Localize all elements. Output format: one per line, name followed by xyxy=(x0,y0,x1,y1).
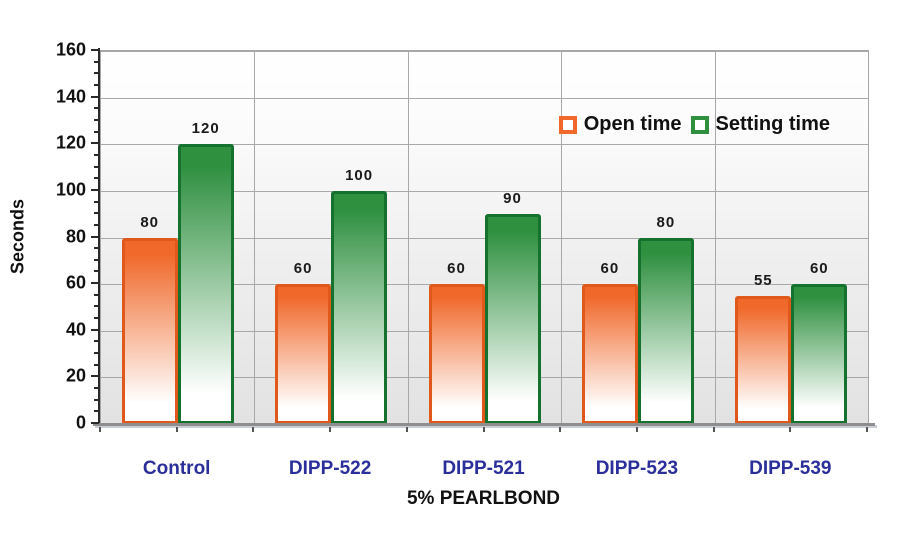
x-tick xyxy=(559,427,562,432)
bar-setting-time-dipp-521 xyxy=(484,214,541,424)
x-tick xyxy=(482,427,485,432)
y-minor-tick xyxy=(94,165,99,168)
y-minor-tick xyxy=(94,177,99,180)
category-label-dipp-523: DIPP-523 xyxy=(595,458,679,479)
legend-label-open-time: Open time xyxy=(583,113,682,135)
bar-open-time-dipp-539 xyxy=(735,295,792,424)
y-minor-tick xyxy=(94,258,99,261)
x-tick xyxy=(866,427,868,432)
y-minor-tick xyxy=(94,305,99,308)
bar-setting-time-control xyxy=(177,144,234,424)
x-tick xyxy=(175,427,178,432)
y-minor-tick xyxy=(94,212,99,215)
bar-value-label: 90 xyxy=(503,190,522,208)
bar-value-label: 55 xyxy=(753,271,773,289)
plot-area: Open time Setting time 80 120 60 100 60 90 60 8… xyxy=(100,50,869,425)
y-minor-tick xyxy=(94,72,99,75)
category-divider xyxy=(714,51,716,424)
setting-time-swatch-icon xyxy=(690,115,709,134)
x-tick xyxy=(405,427,408,432)
bar-open-time-dipp-522 xyxy=(275,284,332,424)
category-divider xyxy=(407,51,409,424)
y-major-tick xyxy=(91,375,99,378)
y-tick-label: 20 xyxy=(65,365,86,386)
legend-item-open-time: Open time xyxy=(558,113,682,136)
y-minor-tick xyxy=(94,317,99,320)
legend-label-setting-time: Setting time xyxy=(715,113,830,135)
y-minor-tick xyxy=(94,60,99,63)
bar-value-label: 60 xyxy=(600,260,620,278)
y-major-tick xyxy=(91,235,99,238)
y-tick-label: 160 xyxy=(55,39,86,60)
y-minor-tick xyxy=(94,247,99,250)
bar-value-label: 60 xyxy=(447,260,466,278)
bar-open-time-dipp-521 xyxy=(428,284,485,424)
x-tick xyxy=(329,427,332,432)
y-tick-label: 100 xyxy=(55,179,86,200)
y-tick-label: 0 xyxy=(75,412,86,433)
y-minor-tick xyxy=(94,118,99,121)
legend-item-setting-time: Setting time xyxy=(690,113,830,136)
y-minor-tick xyxy=(94,107,99,110)
y-axis-line xyxy=(98,48,100,426)
y-minor-tick xyxy=(94,83,99,86)
y-major-tick xyxy=(91,282,99,285)
y-tick-label: 120 xyxy=(55,132,86,153)
y-minor-tick xyxy=(94,223,99,226)
y-major-tick xyxy=(91,422,99,424)
y-minor-tick xyxy=(94,293,99,296)
y-major-tick xyxy=(91,49,99,51)
category-divider xyxy=(561,51,563,424)
y-major-tick xyxy=(91,188,99,191)
y-minor-tick xyxy=(94,153,99,156)
bar-value-label: 80 xyxy=(656,213,676,231)
y-major-tick xyxy=(91,328,99,331)
x-tick xyxy=(789,427,792,432)
y-minor-tick xyxy=(94,130,99,133)
y-minor-tick xyxy=(94,398,99,401)
y-tick-label: 80 xyxy=(65,226,86,246)
y-minor-tick xyxy=(94,387,99,390)
y-tick-label: 60 xyxy=(65,272,86,293)
x-tick xyxy=(712,427,715,432)
chart-legend: Open time Setting time xyxy=(558,113,830,136)
y-tick-label: 140 xyxy=(55,86,86,107)
category-divider xyxy=(254,51,256,424)
bar-value-label: 60 xyxy=(293,260,313,278)
bar-setting-time-dipp-522 xyxy=(331,190,388,424)
y-tick-label: 40 xyxy=(65,319,86,340)
x-tick xyxy=(252,427,255,432)
bar-value-label: 120 xyxy=(191,120,220,138)
x-axis-title: 5% PEARLBOND xyxy=(406,488,561,509)
gridline xyxy=(101,190,868,192)
x-tick xyxy=(635,427,638,432)
y-major-tick xyxy=(91,142,99,145)
bar-value-label: 80 xyxy=(140,213,160,231)
gridline xyxy=(101,51,868,52)
y-minor-tick xyxy=(94,340,99,343)
gridline xyxy=(101,144,868,146)
bar-value-label: 60 xyxy=(809,260,829,278)
y-minor-tick xyxy=(94,270,99,273)
category-label-control: Control xyxy=(142,458,211,479)
y-minor-tick xyxy=(94,200,99,203)
y-major-tick xyxy=(91,95,99,98)
y-minor-tick xyxy=(94,363,99,366)
y-minor-tick xyxy=(94,352,99,355)
gridline xyxy=(101,97,868,99)
x-axis-line xyxy=(93,423,875,426)
y-minor-tick xyxy=(94,410,99,413)
category-label-dipp-521: DIPP-521 xyxy=(442,458,525,479)
open-time-swatch-icon xyxy=(558,115,577,134)
bar-setting-time-dipp-523 xyxy=(637,237,694,424)
bar-setting-time-dipp-539 xyxy=(791,284,848,424)
bar-open-time-control xyxy=(121,237,178,424)
x-tick xyxy=(99,427,101,432)
bar-open-time-dipp-523 xyxy=(581,284,638,424)
category-label-dipp-539: DIPP-539 xyxy=(749,458,832,479)
bar-value-label: 100 xyxy=(345,166,374,184)
category-label-dipp-522: DIPP-522 xyxy=(288,458,372,479)
